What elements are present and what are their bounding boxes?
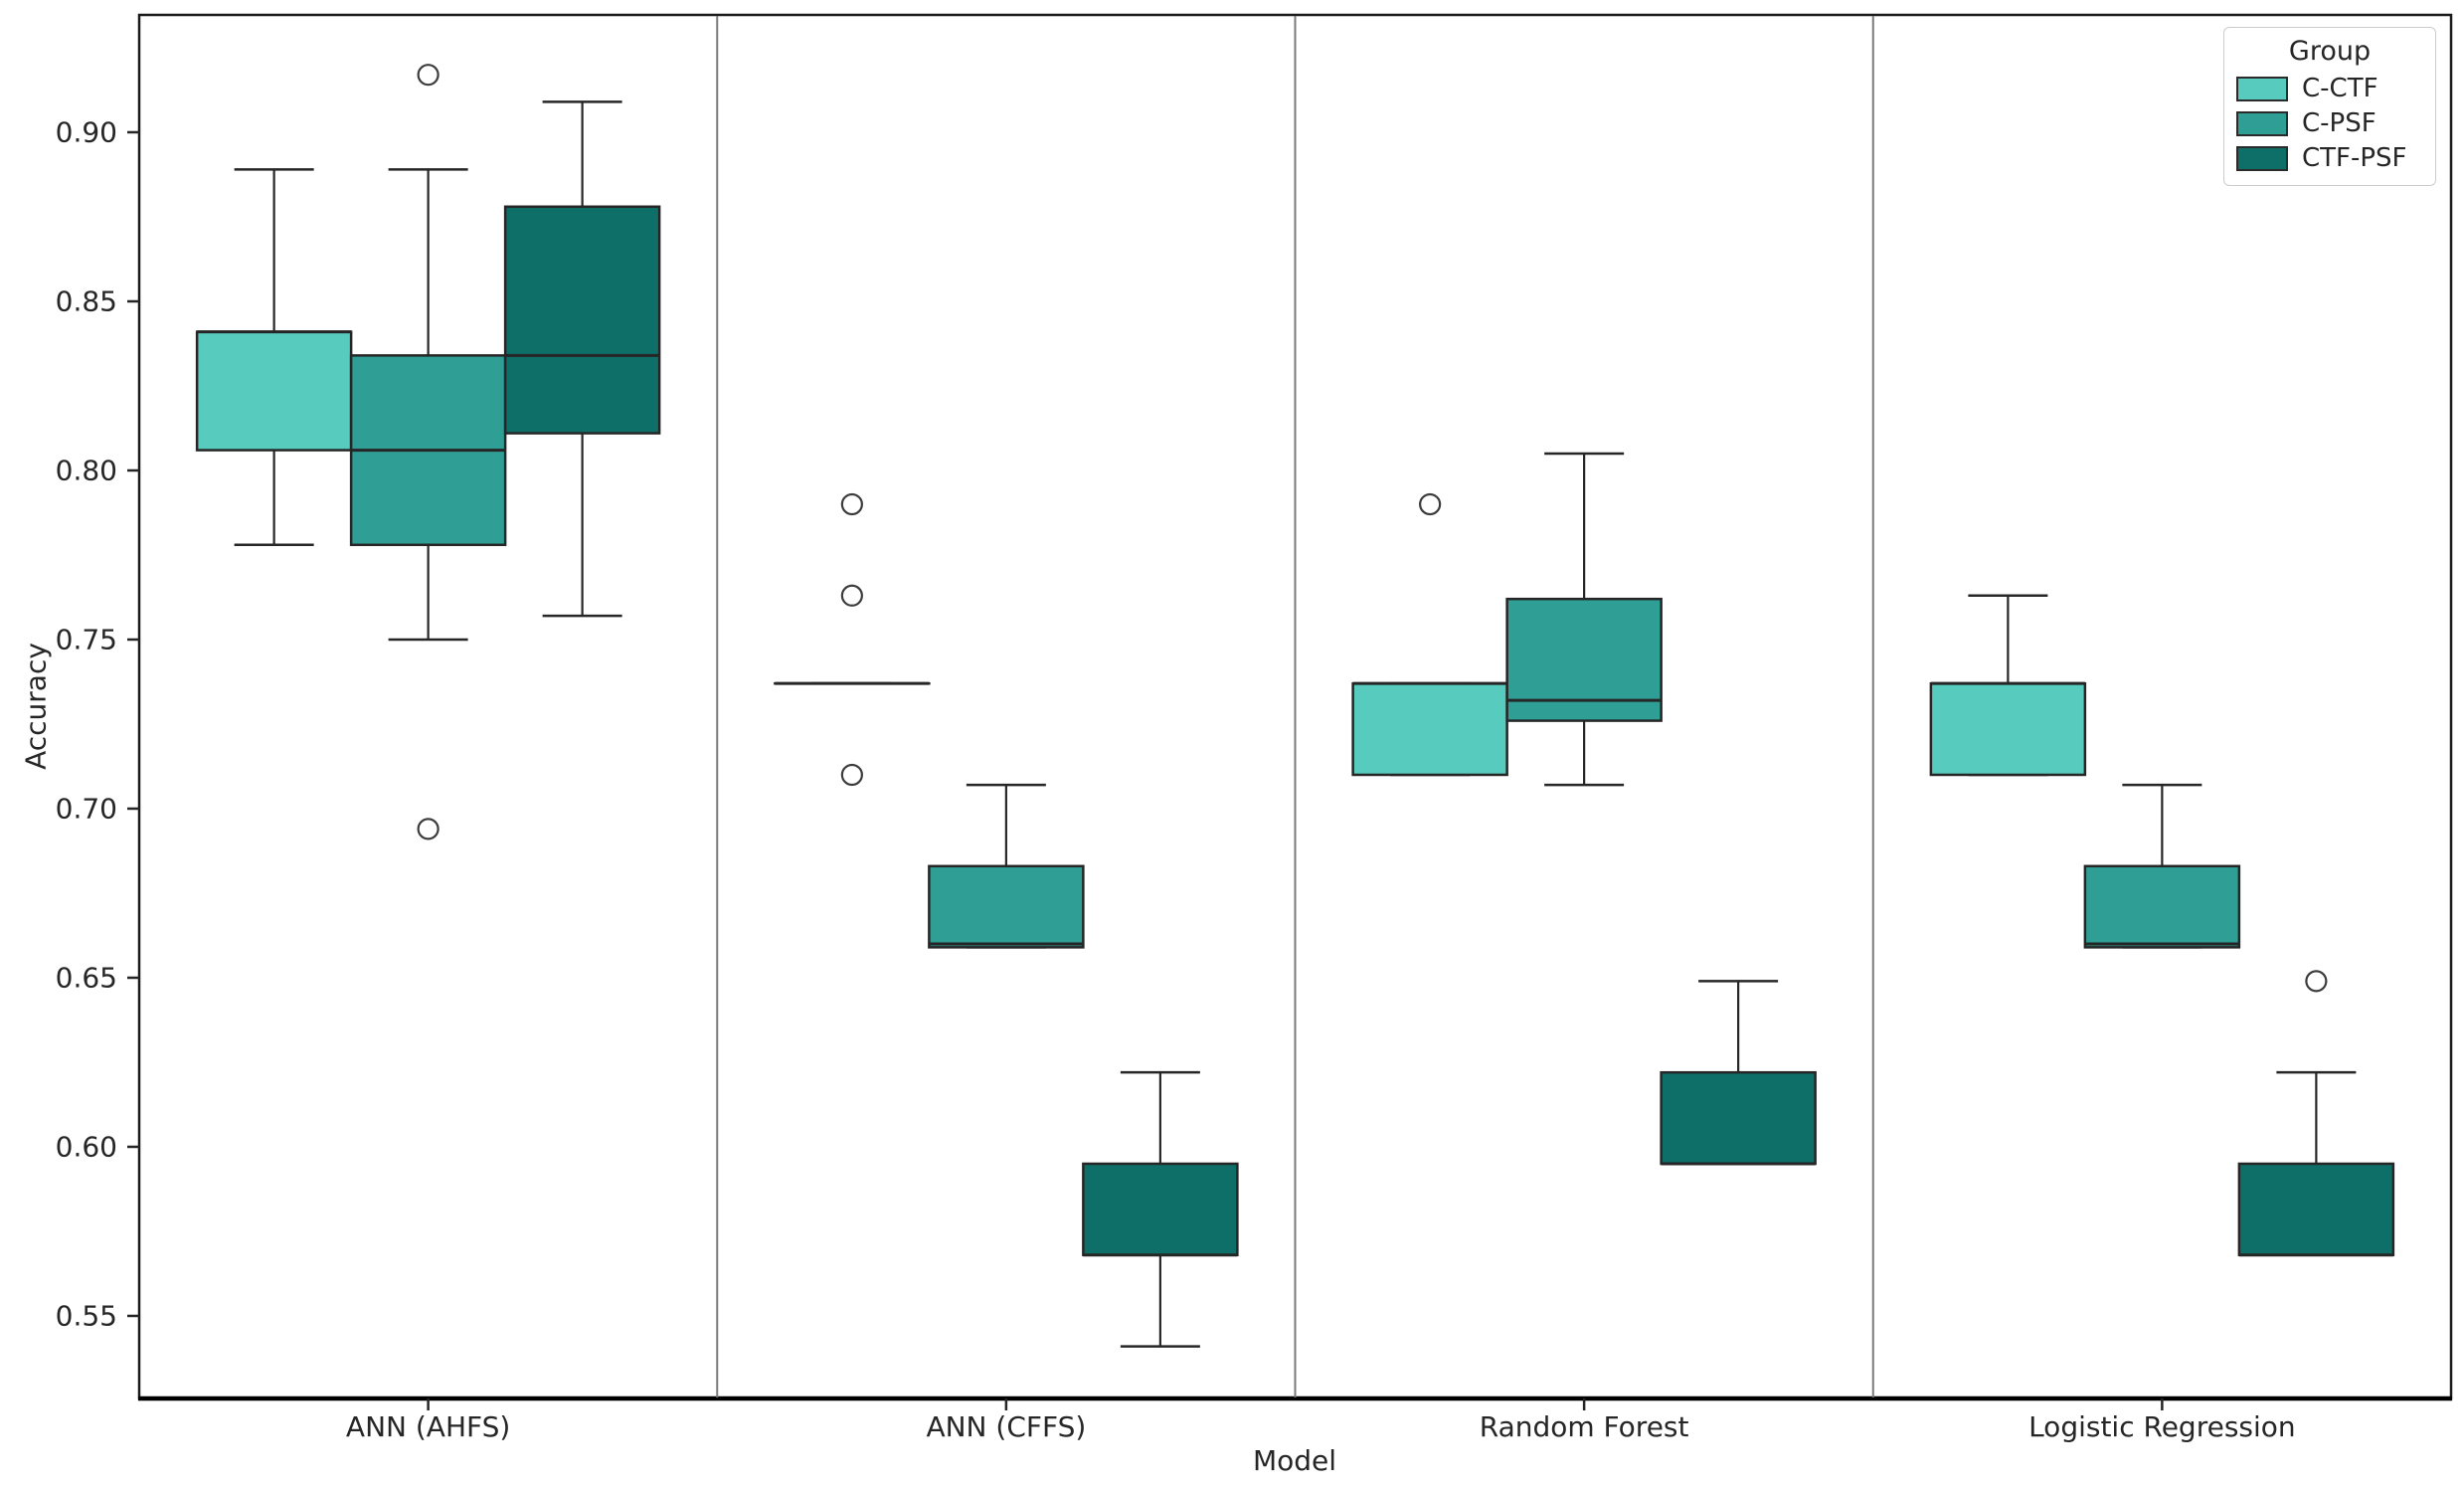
outlier-marker (2305, 970, 2328, 993)
x-tick-label: Logistic Regression (2028, 1410, 2296, 1443)
y-tick-label: 0.70 (56, 792, 117, 825)
legend: Group C-CTF C-PSF CTF-PSF (2223, 27, 2436, 186)
y-tick-label: 0.60 (56, 1130, 117, 1163)
outlier-marker (840, 584, 863, 607)
box (928, 864, 1085, 949)
legend-label-ctf-psf: CTF-PSF (2302, 143, 2407, 173)
outlier-marker (417, 818, 440, 840)
y-tick-label: 0.55 (56, 1299, 117, 1332)
x-tick-label: Random Forest (1480, 1410, 1689, 1443)
y-tick-label: 0.80 (56, 454, 117, 486)
legend-item-c-psf: C-PSF (2236, 110, 2423, 136)
box (1351, 681, 1508, 777)
box (195, 330, 353, 452)
box (1505, 597, 1663, 722)
box (1660, 1070, 1817, 1166)
x-tick-label: ANN (CFFS) (926, 1410, 1086, 1443)
legend-label-c-ctf: C-CTF (2302, 74, 2378, 103)
legend-title: Group (2288, 36, 2372, 67)
y-tick-label: 0.90 (56, 115, 117, 148)
y-axis-title: Accuracy (19, 643, 53, 770)
x-tick-label: ANN (AHFS) (346, 1410, 510, 1443)
legend-swatch-c-ctf (2236, 76, 2288, 101)
legend-label-c-psf: C-PSF (2302, 108, 2376, 138)
x-axis-title: Model (1252, 1444, 1337, 1477)
box (2237, 1162, 2395, 1257)
outlier-marker (840, 763, 863, 787)
legend-item-ctf-psf: CTF-PSF (2236, 145, 2423, 171)
outlier-marker (1419, 492, 1442, 516)
outlier-marker (417, 64, 440, 87)
legend-item-c-ctf: C-CTF (2236, 76, 2423, 101)
legend-swatch-ctf-psf (2236, 145, 2288, 171)
box (2083, 864, 2241, 949)
legend-swatch-c-psf (2236, 110, 2288, 136)
box (503, 205, 661, 435)
y-tick-label: 0.85 (56, 284, 117, 317)
y-tick-label: 0.65 (56, 961, 117, 994)
y-tick-label: 0.75 (56, 623, 117, 655)
box (1082, 1162, 1239, 1257)
box (1929, 681, 2087, 777)
outlier-marker (840, 492, 863, 516)
